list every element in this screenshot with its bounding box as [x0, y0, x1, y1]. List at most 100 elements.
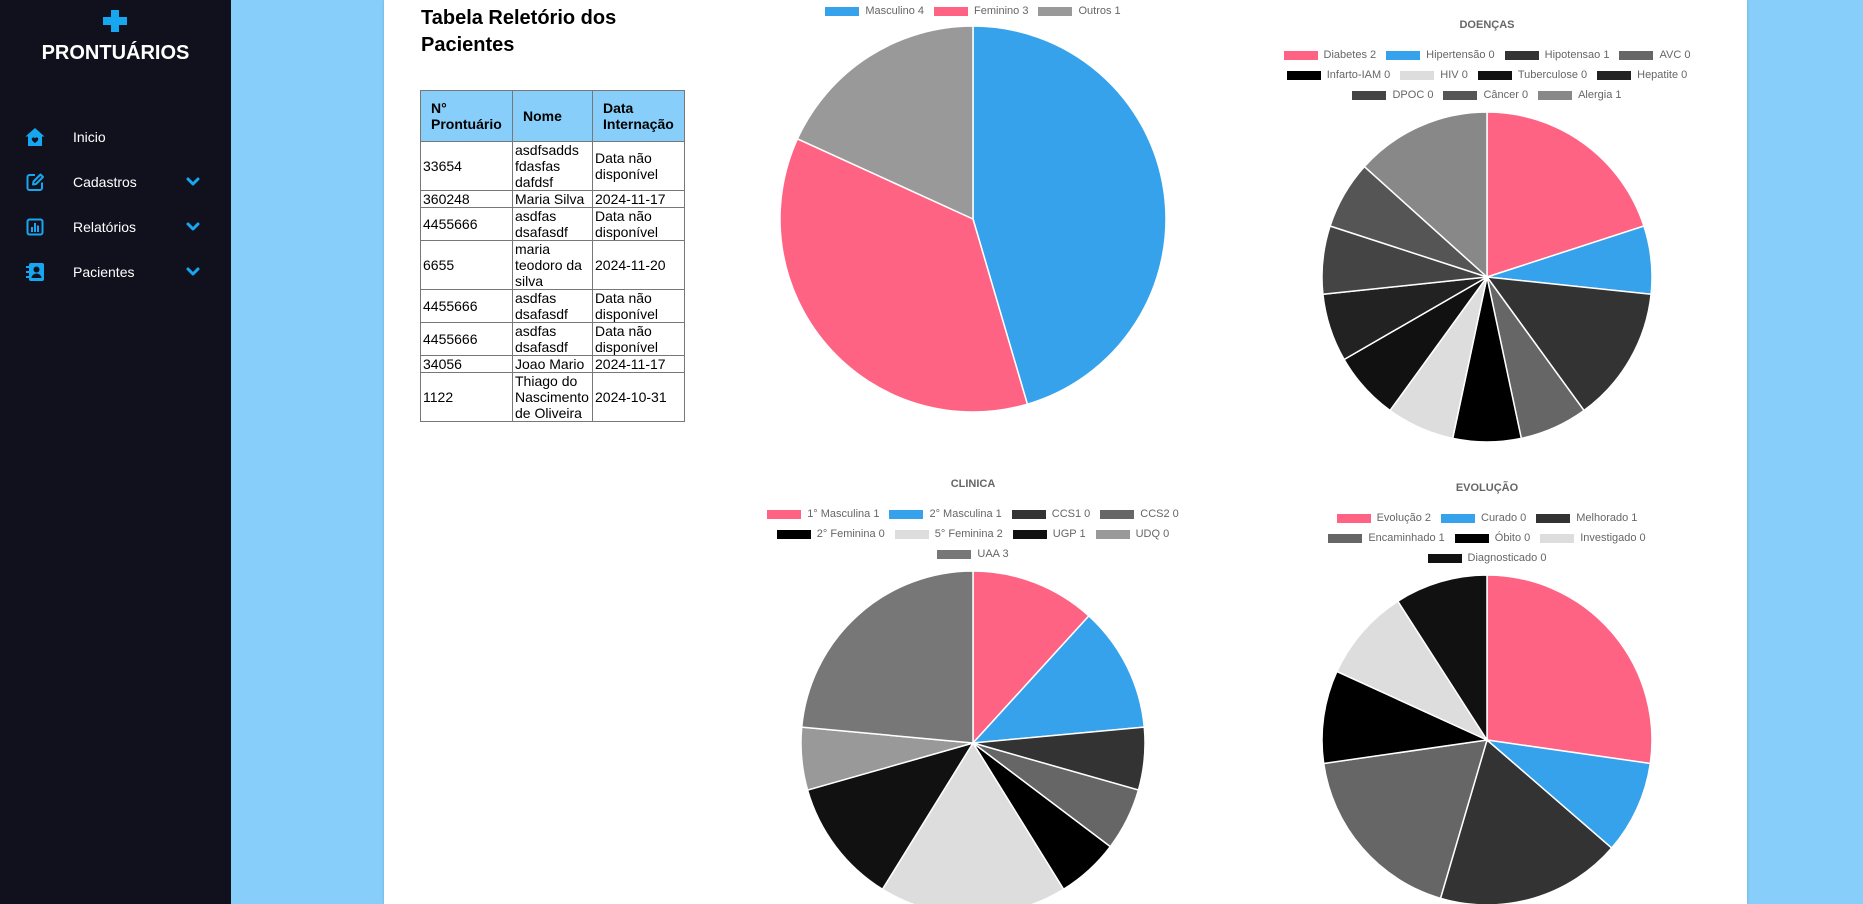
legend-item-obito[interactable]: Óbito 0	[1454, 531, 1530, 545]
pie-slice-uaa[interactable]	[800, 570, 974, 744]
pie-slice-diabetes[interactable]	[1486, 111, 1645, 279]
legend-item-evolucao[interactable]: Evolução 2	[1336, 511, 1431, 525]
pie-slice-ugp[interactable]	[806, 741, 975, 891]
chevron-down-icon[interactable]	[186, 176, 200, 188]
cell-data-internacao: Data não disponível	[592, 322, 685, 356]
legend-item-tuberculose[interactable]: Tuberculose 0	[1477, 68, 1587, 82]
legend-item-curado[interactable]: Curado 0	[1441, 511, 1526, 525]
column-header-nome: Nome	[512, 90, 593, 142]
legend-swatch	[1286, 70, 1321, 80]
pie-slice-encaminhado[interactable]	[1322, 739, 1489, 900]
legend-item-1-masculina[interactable]: 1° Masculina 1	[767, 507, 879, 521]
pie-slice-feminino[interactable]	[779, 137, 1029, 413]
sidebar-item-pacientes[interactable]: Pacientes	[0, 258, 231, 286]
legend-swatch	[767, 509, 802, 519]
legend-swatch	[1038, 6, 1073, 16]
legend-swatch	[1504, 50, 1539, 60]
legend-item-uaa[interactable]: UAA 3	[937, 547, 1009, 561]
pie-chart	[1321, 111, 1653, 443]
legend-item-udq[interactable]: UDQ 0	[1095, 527, 1169, 541]
legend-item-melhorado[interactable]: Melhorado 1	[1536, 511, 1637, 525]
legend-swatch	[1011, 509, 1046, 519]
legend-swatch	[1597, 70, 1632, 80]
legend-item-alergia[interactable]: Alergia 1	[1538, 88, 1622, 102]
pie-slice-curado[interactable]	[1484, 738, 1652, 850]
legend-row: Masculino 4 Feminino 3 Outros 1	[773, 4, 1173, 18]
chevron-down-icon[interactable]	[186, 221, 200, 233]
legend-label: Encaminhado 1	[1368, 532, 1445, 544]
legend-item-ugp[interactable]: UGP 1	[1012, 527, 1086, 541]
legend-item-2-feminina[interactable]: 2° Feminina 0	[776, 527, 885, 541]
pie-slice-outros[interactable]	[796, 25, 974, 221]
legend-item-dpoc[interactable]: DPOC 0	[1352, 88, 1433, 102]
sidebar-item-inicio[interactable]: Inicio	[0, 123, 231, 151]
legend-item-investigado[interactable]: Investigado 0	[1540, 531, 1646, 545]
pie-slice-alergia[interactable]	[1363, 111, 1488, 279]
legend-item-infarto-iam[interactable]: Infarto-IAM 0	[1286, 68, 1391, 82]
legend-item-cancer[interactable]: Câncer 0	[1443, 88, 1528, 102]
legend-label: Diagnosticado 0	[1467, 552, 1547, 564]
legend-row: DPOC 0 Câncer 0 Alergia 1	[1277, 88, 1697, 102]
pie-slice-obito[interactable]	[1321, 670, 1490, 765]
pie-slice-investigado[interactable]	[1335, 600, 1490, 742]
legend-item-ccs1[interactable]: CCS1 0	[1011, 507, 1091, 521]
address-book-icon	[26, 263, 44, 281]
chart-legend: Masculino 4 Feminino 3 Outros 1	[773, 4, 1173, 24]
legend-label: UAA 3	[977, 548, 1009, 560]
legend-label: 2° Feminina 0	[816, 528, 885, 540]
chart-legend: 1° Masculina 1 2° Masculina 1 CCS1 0 CCS2 0…	[753, 507, 1193, 567]
cell-data-internacao: 2024-10-31	[592, 372, 685, 422]
legend-item-masculino[interactable]: Masculino 4	[825, 4, 924, 18]
sidebar-item-relatorios[interactable]: Relatórios	[0, 213, 231, 241]
pie-slice-5-feminina[interactable]	[881, 741, 1065, 904]
legend-item-outros[interactable]: Outros 1	[1038, 4, 1121, 18]
legend-label: CCS1 0	[1051, 508, 1091, 520]
legend-item-feminino[interactable]: Feminino 3	[934, 4, 1028, 18]
report-title: Tabela Reletório dos Pacientes	[421, 7, 617, 56]
cell-nome: Thiago do Nascimento de Oliveira	[512, 372, 593, 422]
pie-slice-masculino[interactable]	[972, 25, 1167, 406]
sidebar-item-cadastros[interactable]: Cadastros	[0, 168, 231, 196]
legend-item-hipertensao[interactable]: Hipertensão 0	[1386, 48, 1495, 62]
legend-label: 1° Masculina 1	[807, 508, 880, 520]
legend-label: Hipotensao 1	[1544, 49, 1610, 61]
pie-chart	[779, 25, 1167, 413]
sidebar-item-label: Cadastros	[73, 174, 137, 190]
legend-row: 1° Masculina 1 2° Masculina 1 CCS1 0 CCS2 0	[753, 507, 1193, 521]
legend-swatch	[1540, 533, 1575, 543]
legend-row: Evolução 2 Curado 0 Melhorado 1	[1277, 511, 1697, 525]
sidebar-item-label: Pacientes	[73, 264, 135, 280]
sidebar-item-label: Relatórios	[73, 219, 137, 235]
pie-slice-evolucao[interactable]	[1486, 574, 1653, 765]
legend-row: 2° Feminina 0 5° Feminina 2 UGP 1 UDQ 0	[753, 527, 1193, 541]
cell-prontuario: 6655	[420, 240, 513, 290]
pie-slice-diagnosticado[interactable]	[1396, 574, 1488, 743]
legend-item-encaminhado[interactable]: Encaminhado 1	[1328, 531, 1445, 545]
legend-label: HIV 0	[1440, 69, 1468, 81]
legend-label: 2° Masculina 1	[929, 508, 1002, 520]
legend-item-ccs2[interactable]: CCS2 0	[1100, 507, 1179, 521]
legend-label: DPOC 0	[1392, 89, 1434, 101]
legend-label: Infarto-IAM 0	[1326, 69, 1391, 81]
legend-item-hiv[interactable]: HIV 0	[1400, 68, 1468, 82]
chevron-down-icon[interactable]	[186, 266, 200, 278]
pie-slice-hipotensao[interactable]	[1485, 276, 1652, 412]
pen-to-square-icon	[26, 173, 44, 191]
pie-chart	[800, 570, 1146, 904]
cell-prontuario: 4455666	[420, 289, 513, 323]
legend-item-diagnosticado[interactable]: Diagnosticado 0	[1427, 551, 1547, 565]
table-header-row: N° Prontuário Nome Data Internação	[420, 90, 685, 142]
legend-item-2-masculina[interactable]: 2° Masculina 1	[889, 507, 1002, 521]
pie-slice-2-masculina[interactable]	[971, 614, 1146, 744]
legend-item-hipotensao[interactable]: Hipotensao 1	[1504, 48, 1610, 62]
legend-item-diabetes[interactable]: Diabetes 2	[1283, 48, 1376, 62]
legend-label: Feminino 3	[974, 5, 1029, 17]
cell-prontuario: 33654	[420, 141, 513, 191]
legend-item-avc[interactable]: AVC 0	[1619, 48, 1690, 62]
pie-slice-melhorado[interactable]	[1439, 738, 1613, 904]
sidebar-item-label: Inicio	[73, 129, 106, 145]
pie-slice-1-masculina[interactable]	[972, 570, 1090, 745]
legend-item-5-feminina[interactable]: 5° Feminina 2	[894, 527, 1003, 541]
cell-data-internacao: 2024-11-17	[592, 190, 685, 208]
legend-item-hepatite[interactable]: Hepatite 0	[1597, 68, 1687, 82]
